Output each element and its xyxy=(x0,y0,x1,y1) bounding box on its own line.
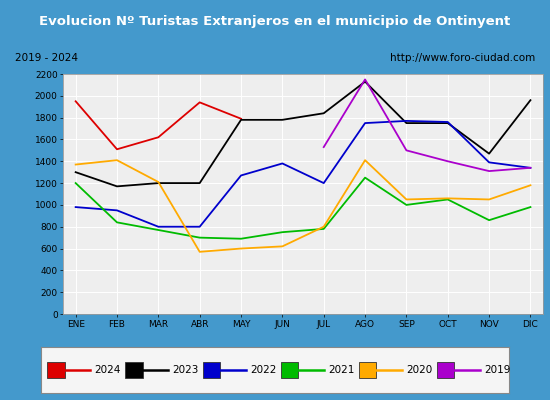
Text: 2019 - 2024: 2019 - 2024 xyxy=(15,53,78,63)
FancyBboxPatch shape xyxy=(47,362,65,378)
FancyBboxPatch shape xyxy=(437,362,454,378)
FancyBboxPatch shape xyxy=(125,362,142,378)
Text: 2023: 2023 xyxy=(172,365,199,375)
Text: 2019: 2019 xyxy=(484,365,510,375)
Text: 2022: 2022 xyxy=(250,365,277,375)
FancyBboxPatch shape xyxy=(204,362,221,378)
Text: 2024: 2024 xyxy=(94,365,120,375)
Text: 2020: 2020 xyxy=(406,365,432,375)
FancyBboxPatch shape xyxy=(281,362,298,378)
Text: Evolucion Nº Turistas Extranjeros en el municipio de Ontinyent: Evolucion Nº Turistas Extranjeros en el … xyxy=(40,14,510,28)
Text: 2021: 2021 xyxy=(328,365,354,375)
FancyBboxPatch shape xyxy=(359,362,376,378)
Text: http://www.foro-ciudad.com: http://www.foro-ciudad.com xyxy=(390,53,535,63)
